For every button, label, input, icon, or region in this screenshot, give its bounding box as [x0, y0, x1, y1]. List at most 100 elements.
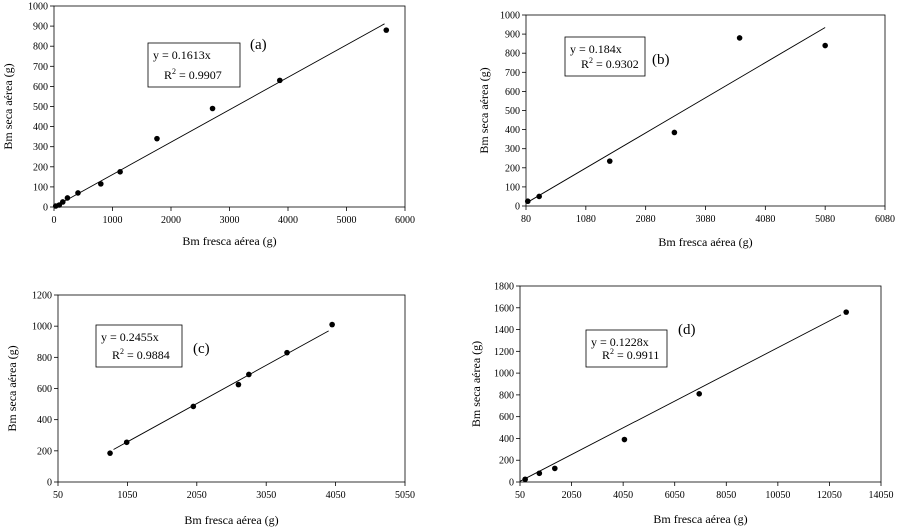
data-point [524, 198, 531, 205]
panel-label: (b) [652, 52, 670, 68]
x-tick-label: 6000 [395, 215, 415, 226]
y-tick-label: 100 [33, 182, 48, 193]
trend-line [53, 23, 385, 208]
panel-label: (a) [250, 37, 267, 53]
x-tick-label: 4000 [278, 215, 298, 226]
data-point [383, 27, 390, 33]
y-tick-label: 500 [505, 106, 520, 117]
x-tick-label: 4050 [326, 490, 346, 501]
chart-panel-c: 0 200 400 600 800 1000 1200 50 1050 2050 3050 4050 5… [5, 291, 415, 528]
y-tick-label: 600 [499, 412, 514, 423]
r-squared-prefix: R [602, 348, 610, 362]
r-squared-value: = 0.9911 [614, 348, 659, 362]
y-tick-label: 700 [33, 62, 48, 73]
chart-panel-a: 0 100 200 300 400 500 600 700 800 900 1000 0 1000 200… [1, 2, 415, 249]
y-tick-label: 900 [33, 22, 48, 33]
data-point [522, 476, 528, 483]
trend-line [525, 27, 826, 204]
y-tick-label: 1400 [494, 325, 514, 336]
y-tick-label: 800 [37, 353, 52, 364]
data-point [117, 169, 123, 175]
y-tick-label: 1000 [494, 369, 514, 380]
y-tick-label: 300 [505, 144, 520, 155]
x-tick-label: 0 [52, 215, 57, 226]
data-point [822, 42, 828, 49]
trend-line [113, 330, 329, 450]
regression-equation: y = 0.1613x [153, 48, 211, 62]
r-squared-label: R2 = 0.9907 [164, 67, 222, 82]
data-point [235, 381, 242, 388]
data-point [552, 465, 558, 472]
y-tick-label: 1200 [32, 291, 52, 302]
r-squared-prefix: R [581, 57, 589, 71]
data-point [536, 470, 543, 477]
y-tick-label: 400 [37, 415, 52, 426]
y-tick-label: 200 [33, 162, 48, 173]
r-squared-superscript: 2 [120, 347, 124, 356]
data-point [209, 105, 216, 112]
data-point [123, 439, 130, 446]
y-tick-label: 800 [33, 42, 48, 53]
data-point [284, 349, 290, 356]
x-tick-label: 4080 [755, 214, 775, 225]
x-tick-label: 4050 [613, 490, 633, 501]
plot-area [53, 5, 406, 208]
y-tick-label: 1000 [500, 11, 520, 22]
x-tick-label: 6050 [665, 490, 685, 501]
r-squared-value: = 0.9884 [124, 348, 170, 362]
y-axis-label: Bm seca aérea (g) [477, 67, 491, 153]
data-point [843, 309, 849, 315]
x-tick-label: 50 [53, 490, 63, 501]
panel-label: (c) [193, 341, 210, 357]
x-tick-label: 3050 [256, 490, 276, 501]
data-point [277, 77, 283, 84]
r-squared-label: R2 = 0.9884 [112, 347, 170, 362]
y-tick-label: 900 [505, 30, 520, 41]
equation-box [585, 329, 668, 368]
y-tick-label: 600 [37, 384, 52, 395]
y-axis-label: Bm seca aérea (g) [469, 341, 483, 427]
equation-box [95, 324, 183, 368]
y-tick-label: 200 [37, 446, 52, 457]
x-tick-label: 2000 [161, 215, 181, 226]
y-tick-label: 0 [509, 478, 514, 489]
x-tick-label: 1000 [103, 215, 123, 226]
data-point [107, 450, 113, 456]
x-tick-label: 6080 [875, 214, 895, 225]
x-tick-label: 10050 [765, 490, 790, 501]
y-tick-label: 1600 [494, 303, 514, 314]
y-tick-label: 1000 [28, 2, 48, 13]
y-tick-label: 200 [505, 163, 520, 174]
y-tick-label: 1000 [32, 322, 52, 333]
r-squared-prefix: R [112, 348, 120, 362]
y-tick-label: 400 [499, 434, 514, 445]
y-tick-label: 300 [33, 142, 48, 153]
regression-equation: y = 0.1228x [591, 335, 649, 349]
data-point [64, 195, 71, 201]
x-tick-label: 8050 [716, 490, 736, 501]
x-tick-label: 5000 [337, 215, 357, 226]
panel-label: (d) [678, 322, 696, 338]
y-tick-label: 500 [33, 102, 48, 113]
x-tick-label: 2080 [636, 214, 656, 225]
data-point [621, 436, 628, 443]
data-point [190, 403, 197, 410]
y-tick-label: 600 [505, 87, 520, 98]
x-axis-label: Bm fresca aérea (g) [653, 512, 747, 526]
r-squared-superscript: 2 [172, 67, 176, 76]
y-axis-label: Bm seca aérea (g) [1, 63, 15, 149]
data-point [59, 199, 66, 205]
x-tick-label: 80 [521, 214, 531, 225]
y-tick-label: 0 [43, 203, 48, 214]
data-point [329, 321, 335, 328]
y-tick-label: 0 [47, 478, 52, 489]
data-point [154, 135, 160, 142]
y-tick-label: 400 [33, 122, 48, 133]
data-point [75, 190, 81, 196]
y-tick-label: 800 [505, 49, 520, 60]
trend-line [519, 314, 842, 482]
y-tick-label: 1200 [494, 347, 514, 358]
y-tick-label: 200 [499, 456, 514, 467]
x-tick-label: 5050 [395, 490, 415, 501]
